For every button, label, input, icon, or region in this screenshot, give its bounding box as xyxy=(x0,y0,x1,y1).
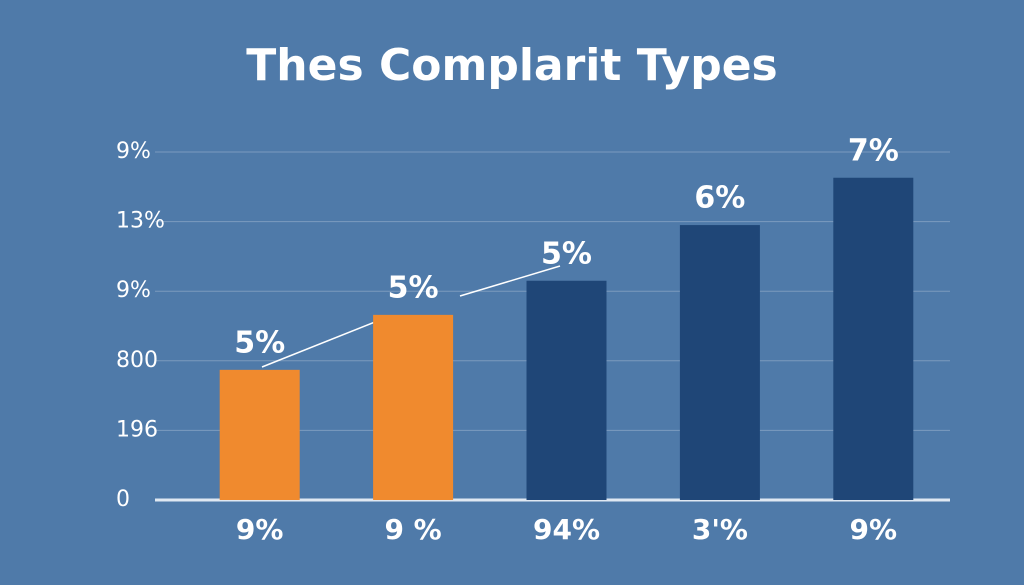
bar xyxy=(679,225,760,500)
value-label: 7% xyxy=(848,133,899,168)
y-tick-label: 800 xyxy=(116,348,158,373)
x-tick-label: 9% xyxy=(236,513,284,546)
y-tick-label: 0 xyxy=(116,487,130,512)
bar xyxy=(219,369,300,500)
bar xyxy=(833,177,914,500)
value-label: 5% xyxy=(388,270,439,305)
bar xyxy=(373,314,454,500)
x-tick-label: 94% xyxy=(533,513,600,546)
value-label: 6% xyxy=(694,181,745,216)
y-tick-label: 9% xyxy=(116,278,151,303)
chart-title: Thes Complarit Types xyxy=(246,40,777,91)
y-tick-label: 13% xyxy=(116,209,165,234)
x-tick-label: 3'% xyxy=(692,513,748,546)
y-tick-label: 9% xyxy=(116,139,151,164)
value-label: 5% xyxy=(541,236,592,271)
trend-line xyxy=(459,265,561,297)
x-tick-label: 9% xyxy=(850,513,898,546)
x-tick-label: 9 % xyxy=(384,513,441,546)
y-tick-label: 196 xyxy=(116,417,158,442)
bar xyxy=(526,280,607,500)
trend-line xyxy=(261,315,391,368)
value-label: 5% xyxy=(234,325,285,360)
